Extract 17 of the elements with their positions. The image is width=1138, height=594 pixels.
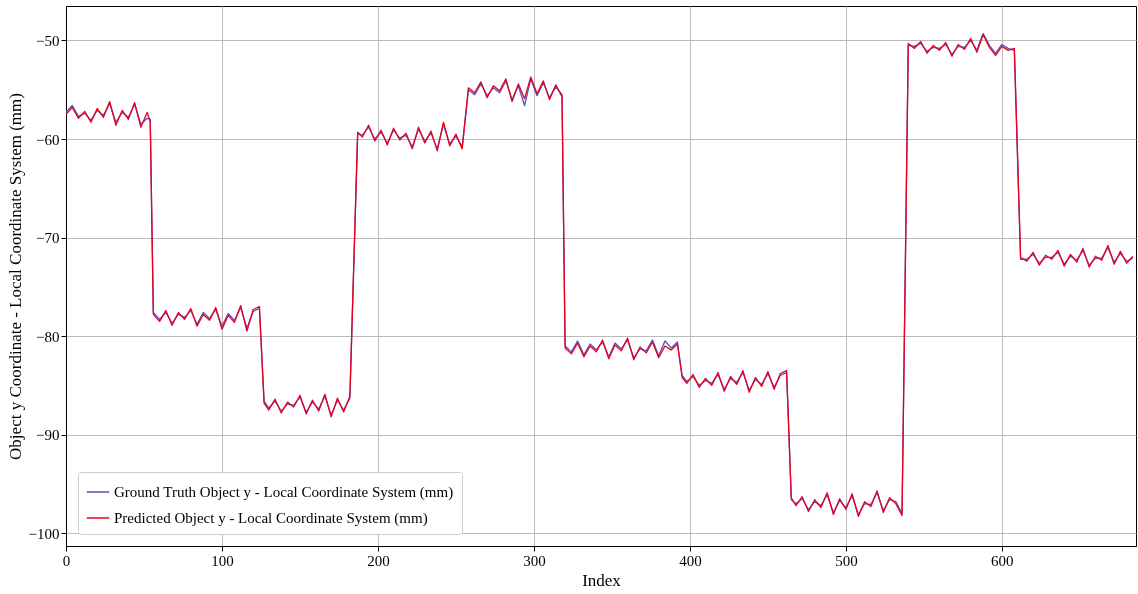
y-tick-label: −90	[36, 427, 60, 444]
x-tick-label: 0	[62, 552, 71, 569]
x-tick-label: 500	[835, 552, 858, 569]
legend-label: Predicted Object y - Local Coordinate System (mm)	[114, 510, 428, 527]
y-axis-title: Object y Coordinate - Local Coordinate System (mm)	[5, 93, 25, 460]
y-tick-label: −80	[36, 328, 60, 345]
y-tick-label: −70	[36, 230, 60, 247]
legend-label: Ground Truth Object y - Local Coordinate System (mm)	[114, 484, 454, 501]
x-tick-label: 200	[367, 552, 390, 569]
y-tick-label: −60	[36, 131, 60, 148]
x-tick-label: 400	[679, 552, 702, 569]
x-axis-title: Index	[582, 570, 622, 590]
y-tick-label: −100	[28, 525, 60, 542]
x-tick-label: 100	[211, 552, 234, 569]
y-tick-label: −50	[36, 32, 60, 49]
x-tick-label: 600	[991, 552, 1014, 569]
x-tick-label: 300	[523, 552, 546, 569]
